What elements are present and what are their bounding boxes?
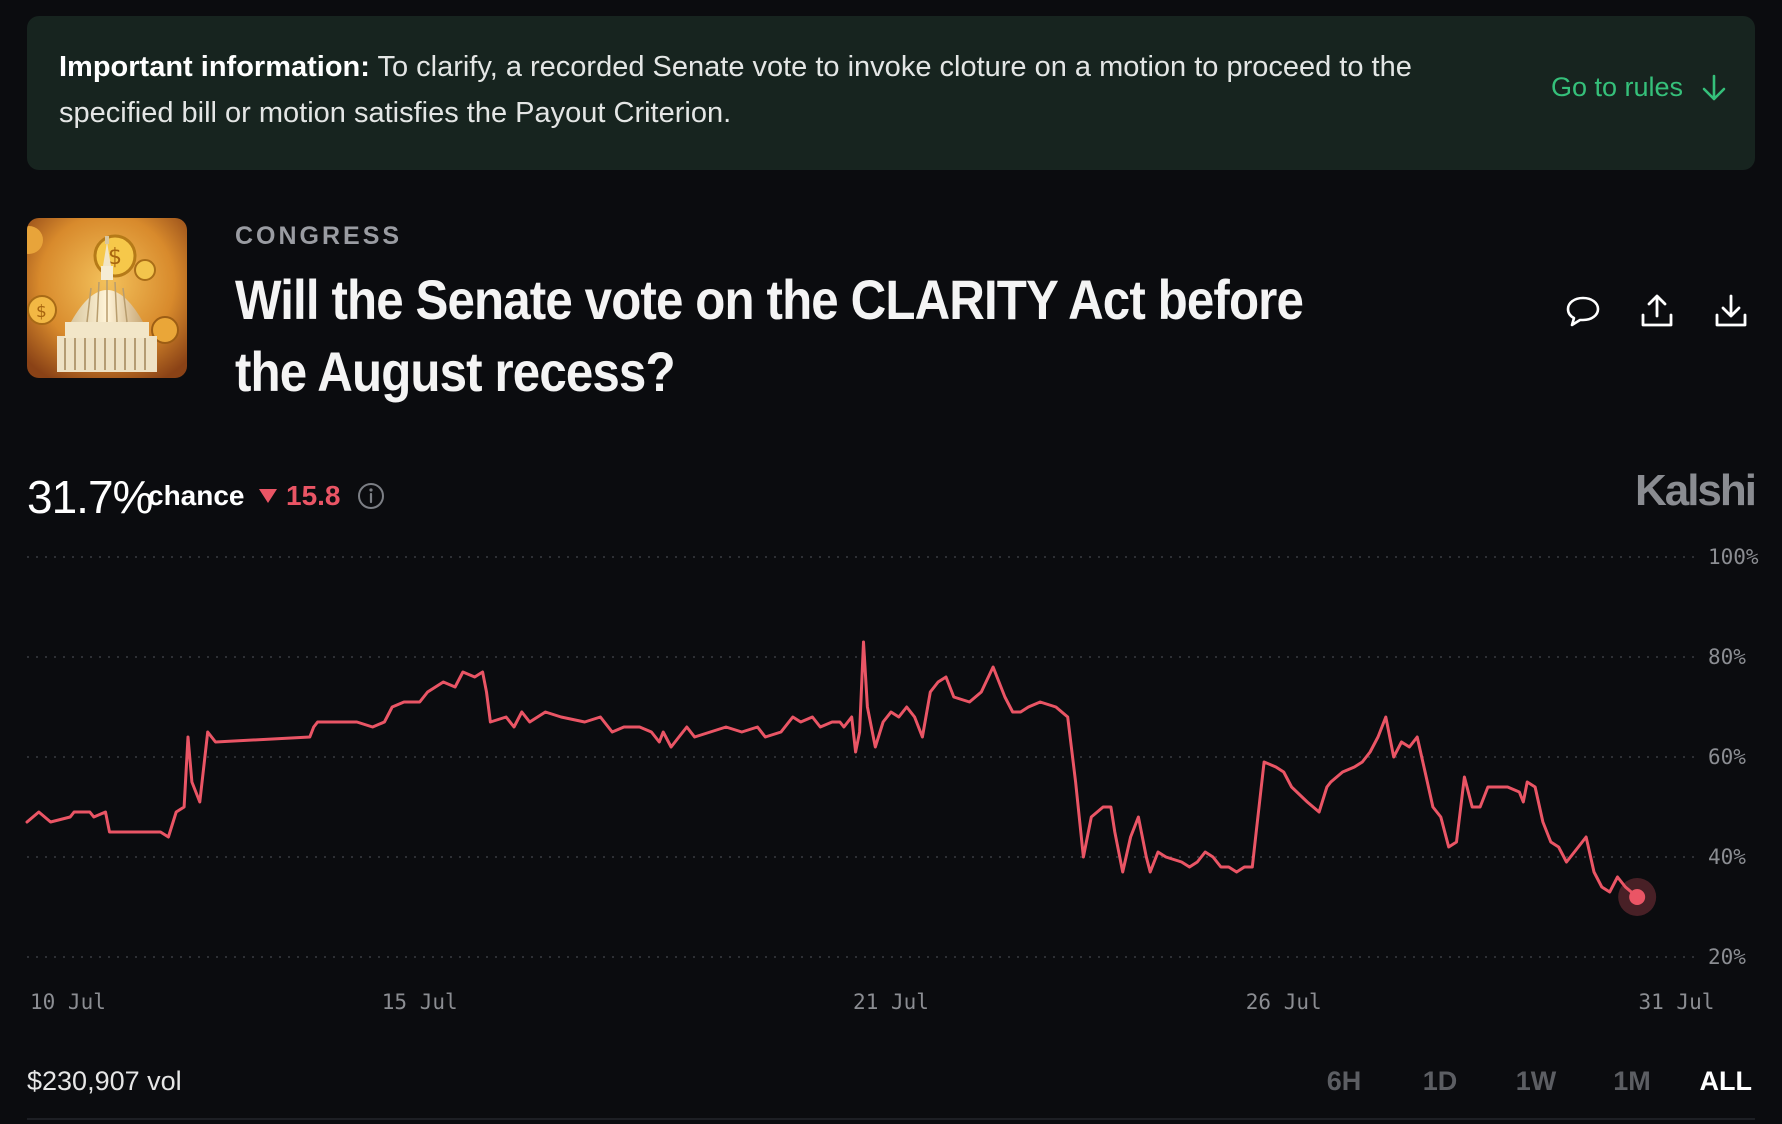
volume-label: $230,907 vol [27, 1066, 182, 1096]
x-tick-label: 31 Jul [1639, 990, 1715, 1014]
banner-body: To clarify, a recorded Senate vote to in… [59, 51, 1412, 129]
y-tick-label: 100% [1708, 545, 1759, 569]
svg-text:$: $ [108, 245, 122, 270]
y-tick-label: 80% [1708, 645, 1746, 669]
x-tick-label: 15 Jul [382, 990, 458, 1014]
probability-change: 15.8 [258, 480, 341, 512]
svg-text:$: $ [36, 302, 47, 322]
x-tick-label: 10 Jul [30, 990, 106, 1014]
chance-label: chance [148, 480, 245, 511]
go-to-rules-link[interactable]: Go to rules [1551, 72, 1727, 103]
range-1w-button[interactable]: 1W [1515, 1066, 1557, 1096]
y-tick-label: 20% [1708, 945, 1746, 969]
current-point [1629, 889, 1646, 905]
comment-icon [1566, 296, 1600, 327]
triangle-down-icon [259, 489, 277, 503]
range-6h-button[interactable]: 6H [1326, 1066, 1362, 1096]
info-banner: Important information: To clarify, a rec… [27, 16, 1755, 170]
download-button[interactable] [1712, 292, 1750, 330]
info-icon [358, 483, 384, 509]
range-all-button[interactable]: ALL [1699, 1066, 1752, 1096]
market-title: Will the Senate vote on the CLARITY Act … [235, 268, 1304, 403]
range-1m-button[interactable]: 1M [1613, 1066, 1651, 1096]
probability-chart[interactable]: 100% 80% 60% 40% 20% 10 Jul 15 Jul 21 Jul 26 Jul… [0, 530, 1782, 1030]
x-tick-label: 26 Jul [1246, 990, 1322, 1014]
probability-value: 31.7% [27, 471, 153, 523]
capitol-coins-image: $ $ [27, 218, 187, 378]
x-tick-label: 21 Jul [853, 990, 929, 1014]
share-button[interactable] [1638, 292, 1676, 330]
share-icon [1641, 294, 1673, 327]
range-1d-button[interactable]: 1D [1422, 1066, 1458, 1096]
arrow-down-icon [1702, 74, 1726, 100]
banner-message: Important information: To clarify, a rec… [59, 44, 1529, 136]
go-to-rules-label: Go to rules [1550, 72, 1683, 102]
divider [27, 1118, 1755, 1120]
download-icon [1715, 294, 1747, 327]
series-line [25, 640, 1639, 899]
probability-change-value: 15.8 [286, 480, 341, 511]
y-tick-label: 60% [1708, 745, 1746, 769]
market-thumbnail: $ $ [27, 218, 187, 378]
comment-button[interactable] [1564, 292, 1602, 330]
y-tick-label: 40% [1708, 845, 1746, 869]
banner-label: Important information: [59, 51, 370, 83]
header-actions [1564, 292, 1750, 330]
kalshi-logo: Kalshi [1634, 466, 1757, 515]
time-range-selector: 6H 1D 1W 1M ALL [1296, 1066, 1752, 1097]
market-category[interactable]: CONGRESS [235, 222, 403, 250]
info-button[interactable] [357, 482, 385, 515]
